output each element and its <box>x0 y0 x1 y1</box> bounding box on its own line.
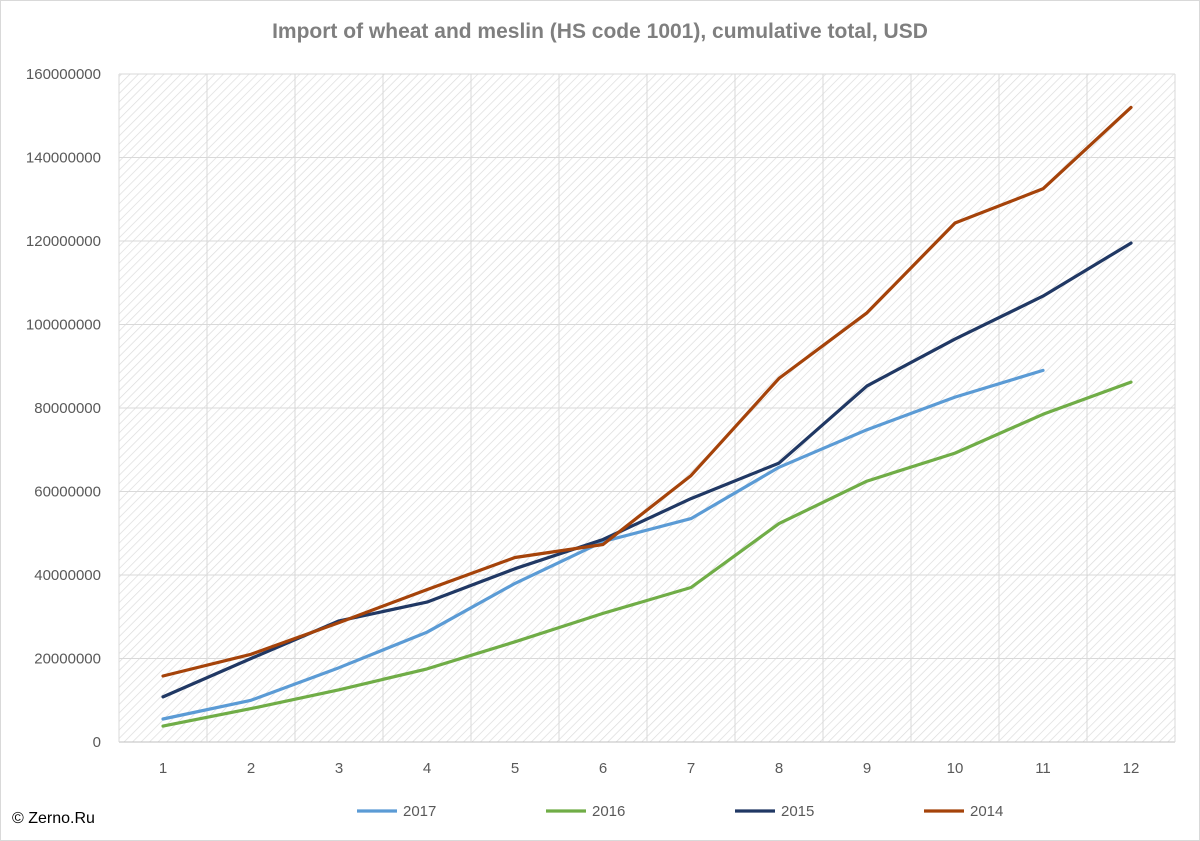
x-tick-label: 5 <box>511 760 519 777</box>
y-tick-label: 160000000 <box>26 66 101 83</box>
x-tick-label: 12 <box>1123 760 1140 777</box>
y-tick-label: 60000000 <box>34 484 101 501</box>
x-tick-label: 6 <box>599 760 607 777</box>
x-tick-label: 11 <box>1035 760 1051 777</box>
legend-label-2017: 2017 <box>403 803 436 820</box>
legend-label-2016: 2016 <box>592 803 625 820</box>
x-tick-label: 9 <box>863 760 871 777</box>
x-axis-ticks: 1 2 3 4 5 6 7 8 9 10 11 12 <box>159 760 1140 777</box>
y-tick-label: 140000000 <box>26 150 101 167</box>
chart-title: Import of wheat and meslin (HS code 1001… <box>272 20 928 43</box>
y-axis-ticks: 0 20000000 40000000 60000000 80000000 1000000… <box>26 66 101 751</box>
series-group <box>161 105 1133 728</box>
x-tick-label: 10 <box>947 760 964 777</box>
y-tick-label: 120000000 <box>26 233 101 250</box>
x-tick-label: 1 <box>159 760 167 777</box>
x-tick-label: 4 <box>423 760 431 777</box>
x-gridlines <box>118 74 1176 742</box>
series-line-2014 <box>161 105 1133 678</box>
x-tick-label: 7 <box>687 760 695 777</box>
series-line-2016 <box>161 380 1133 728</box>
x-tick-label: 2 <box>247 760 255 777</box>
y-tick-label: 0 <box>93 734 101 751</box>
legend-label-2015: 2015 <box>781 803 814 820</box>
y-tick-label: 40000000 <box>34 567 101 584</box>
y-tick-label: 20000000 <box>34 651 101 668</box>
legend: 2017 2016 2015 2014 <box>357 803 1003 820</box>
x-tick-label: 8 <box>775 760 783 777</box>
y-tick-label: 100000000 <box>26 317 101 334</box>
y-tick-label: 80000000 <box>34 400 101 417</box>
legend-label-2014: 2014 <box>970 803 1003 820</box>
x-tick-label: 3 <box>335 760 343 777</box>
credit-text: © Zerno.Ru <box>12 810 95 827</box>
